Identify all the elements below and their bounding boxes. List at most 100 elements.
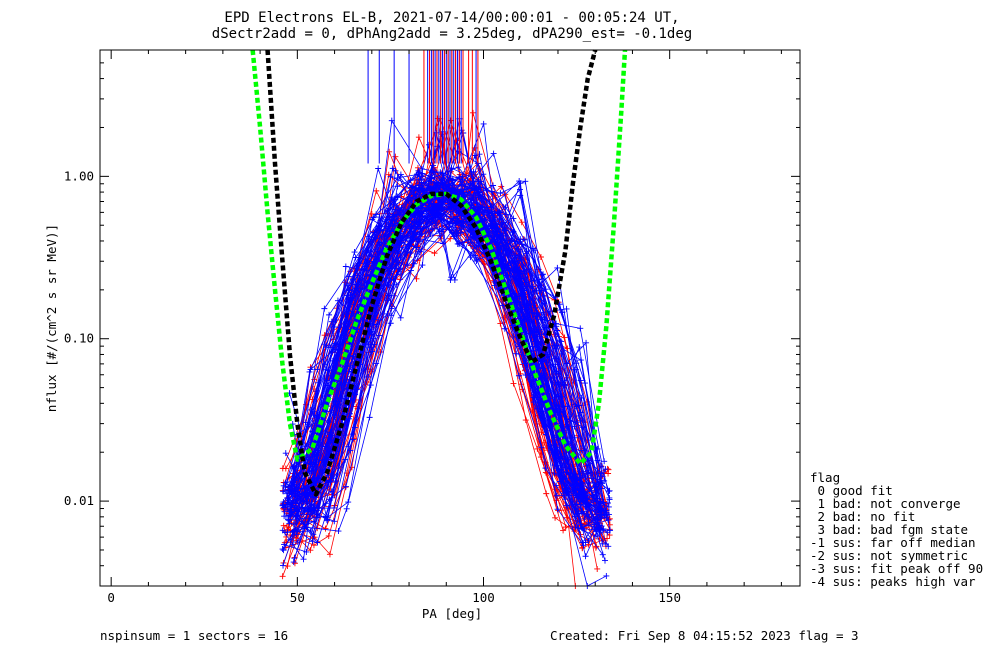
blue-pa-curve-point: [495, 244, 502, 251]
blue-pa-curve-point: [542, 465, 549, 472]
blue-pa-curve: [288, 167, 606, 516]
blue-pa-curve-point: [553, 381, 560, 388]
red-pa-curve-point: [386, 148, 393, 155]
blue-pa-curve-point: [556, 469, 563, 476]
blue-pa-curve: [287, 164, 604, 512]
blue-pa-curve-point: [473, 258, 480, 265]
blue-pa-curve-point: [563, 416, 570, 423]
blue-pa-curve-point: [394, 194, 401, 201]
blue-pa-curve-point: [290, 521, 297, 528]
blue-pa-curve-point: [581, 380, 588, 387]
blue-pa-curve-point: [561, 490, 568, 497]
blue-pa-curve-point: [437, 202, 444, 209]
blue-pa-curve-point: [582, 493, 589, 500]
blue-pa-curve-point: [349, 436, 356, 443]
blue-pa-curve-point: [345, 415, 352, 422]
chart-title-line-1: EPD Electrons EL-B, 2021-07-14/00:00:01 …: [224, 10, 679, 26]
blue-pa-curve-point: [294, 539, 301, 546]
blue-pa-curve-point: [436, 196, 443, 203]
blue-pa-curve-point: [530, 245, 537, 252]
blue-pa-curve-point: [428, 175, 435, 182]
blue-pa-curve-point: [407, 177, 414, 184]
blue-pa-curve-line: [282, 167, 601, 526]
red-pa-curve-point: [307, 547, 314, 554]
blue-pa-curve-point: [333, 478, 340, 485]
blue-pa-curve-point: [522, 178, 529, 185]
blue-pa-curve-point: [447, 211, 454, 218]
blue-pa-curve-point: [501, 325, 508, 332]
blue-pa-curve-point: [291, 504, 298, 511]
blue-pa-curve-point: [390, 201, 397, 208]
blue-pa-curve-point: [376, 242, 383, 249]
blue-pa-curve-point: [518, 285, 525, 292]
red-pa-curve-point: [348, 464, 355, 471]
blue-pa-curve-point: [540, 287, 547, 294]
blue-pa-curve-point: [388, 312, 395, 319]
blue-pa-curve-point: [475, 178, 482, 185]
blue-pa-curve-point: [553, 444, 560, 451]
blue-pa-curve-point: [497, 190, 504, 197]
blue-pa-curve-point: [454, 240, 461, 247]
blue-pa-curve-point: [540, 365, 547, 372]
blue-pa-curve-point: [554, 264, 561, 271]
blue-pa-curve-point: [352, 281, 359, 288]
blue-pa-curve-line: [285, 179, 597, 532]
blue-pa-curve-point: [585, 537, 592, 544]
blue-pa-curve-point: [538, 341, 545, 348]
blue-pa-curve-point: [535, 328, 542, 335]
blue-pa-curve-point: [583, 339, 590, 346]
blue-pa-curve-point: [553, 482, 560, 489]
blue-pa-curve-point: [310, 518, 317, 525]
blue-pa-curve-point: [496, 209, 503, 216]
blue-pa-curve-point: [308, 501, 315, 508]
blue-pa-curve-point: [521, 236, 528, 243]
blue-pa-curve-point: [491, 278, 498, 285]
blue-pa-curve-point: [350, 353, 357, 360]
blue-pa-curve-point: [477, 191, 484, 198]
blue-pa-curve-line: [288, 132, 602, 532]
blue-pa-curve-point: [321, 305, 328, 312]
blue-pa-curve-point: [560, 381, 567, 388]
footer-created-info: Created: Fri Sep 8 04:15:52 2023 flag = …: [550, 628, 859, 643]
red-pa-curve-point: [498, 183, 505, 190]
blue-pa-curve-point: [394, 183, 401, 190]
blue-pa-curve-point: [603, 572, 610, 579]
blue-pa-curve-point: [447, 276, 454, 283]
blue-pa-curve-point: [363, 259, 370, 266]
blue-pa-curve-point: [434, 206, 441, 213]
legend-item: 0 good fit: [810, 483, 893, 498]
blue-pa-curve-point: [352, 254, 359, 261]
blue-pa-curve-point: [592, 528, 599, 535]
red-pa-curve-point: [291, 560, 298, 567]
blue-pa-curve-point: [469, 178, 476, 185]
red-pa-curve-point: [431, 250, 438, 257]
blue-pa-curve-point: [282, 529, 289, 536]
blue-pa-curve-point: [433, 179, 440, 186]
blue-pa-curve-point: [366, 414, 373, 421]
red-pa-curve-point: [325, 532, 332, 539]
blue-pa-curve: [292, 185, 613, 505]
blue-pa-curve-point: [389, 256, 396, 263]
blue-pa-curve-point: [538, 276, 545, 283]
red-pa-curve-point: [594, 565, 601, 572]
red-pa-curve-point: [522, 417, 529, 424]
blue-pa-curve-point: [356, 260, 363, 267]
blue-pa-curve-line: [291, 180, 605, 506]
blue-pa-curve-point: [375, 332, 382, 339]
blue-pa-curve-point: [280, 562, 287, 569]
blue-pa-curve-point: [585, 519, 592, 526]
blue-pa-curve-point: [407, 249, 414, 256]
blue-pa-curve-point: [368, 348, 375, 355]
blue-pa-curve-point: [579, 472, 586, 479]
blue-pa-curve-point: [574, 525, 581, 532]
blue-pa-curve-point: [438, 177, 445, 184]
blue-pa-curve-point: [314, 366, 321, 373]
blue-pa-curve-point: [551, 470, 558, 477]
blue-pa-curve-point: [376, 222, 383, 229]
blue-pa-curve-point: [456, 174, 463, 181]
blue-pa-curve-point: [309, 538, 316, 545]
blue-pa-curve-point: [602, 557, 609, 564]
blue-pa-curve-line: [296, 192, 604, 555]
blue-pa-curve-point: [293, 512, 300, 519]
blue-pa-curve-point: [575, 402, 582, 409]
